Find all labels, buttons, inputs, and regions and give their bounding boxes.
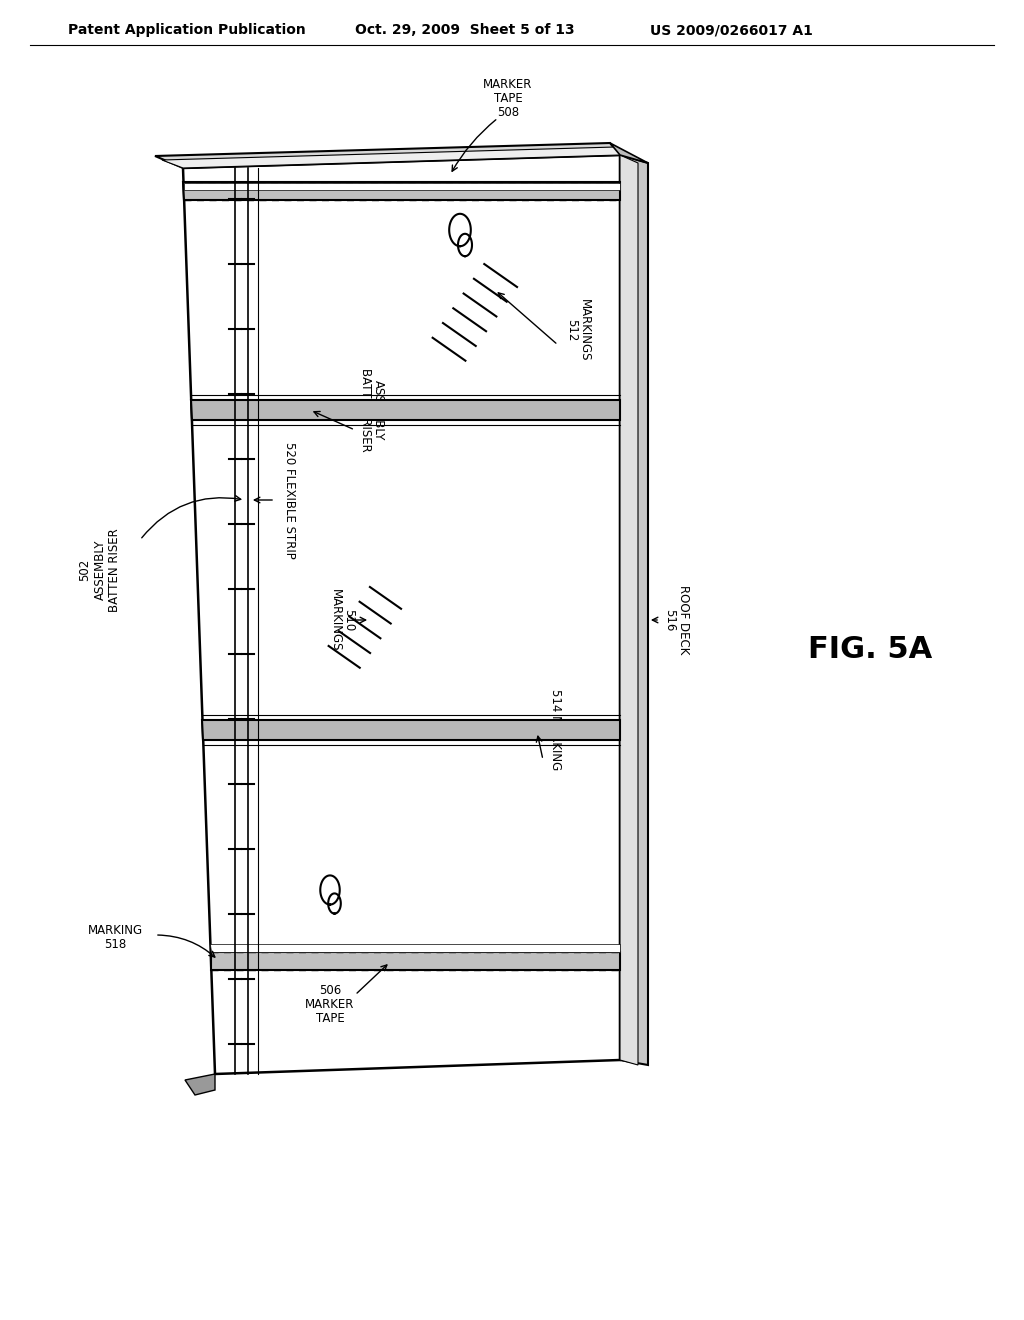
Text: Patent Application Publication: Patent Application Publication [68, 22, 306, 37]
Text: 514 MARKING: 514 MARKING [549, 689, 561, 771]
Text: 516: 516 [664, 609, 677, 631]
Text: 518: 518 [103, 937, 126, 950]
Polygon shape [185, 1074, 215, 1096]
Text: Oct. 29, 2009  Sheet 5 of 13: Oct. 29, 2009 Sheet 5 of 13 [355, 22, 574, 37]
Polygon shape [610, 143, 648, 162]
Text: MARKINGS: MARKINGS [329, 589, 341, 651]
Text: 520 FLEXIBLE STRIP: 520 FLEXIBLE STRIP [284, 442, 297, 558]
Text: 508: 508 [497, 106, 519, 119]
Polygon shape [191, 400, 620, 420]
Text: 502: 502 [79, 558, 91, 581]
Polygon shape [183, 183, 620, 190]
Text: 506: 506 [318, 983, 341, 997]
Text: FIG. 5A: FIG. 5A [808, 635, 932, 664]
Text: 510: 510 [342, 609, 355, 631]
Polygon shape [620, 154, 638, 1065]
Text: MARKER: MARKER [483, 78, 532, 91]
Text: ROOF DECK: ROOF DECK [677, 585, 689, 655]
Polygon shape [210, 944, 620, 952]
Text: TAPE: TAPE [494, 92, 522, 106]
Text: TAPE: TAPE [315, 1011, 344, 1024]
Text: 504: 504 [345, 399, 358, 421]
Text: US 2009/0266017 A1: US 2009/0266017 A1 [650, 22, 813, 37]
Text: 512: 512 [565, 319, 578, 341]
Text: MARKER: MARKER [305, 998, 354, 1011]
Text: BATTEN RISER: BATTEN RISER [358, 368, 372, 451]
Polygon shape [211, 952, 620, 970]
Text: MARKING: MARKING [87, 924, 142, 936]
Text: BATTEN RISER: BATTEN RISER [109, 528, 122, 612]
Polygon shape [183, 182, 620, 201]
Polygon shape [155, 143, 620, 168]
Text: MARKINGS: MARKINGS [578, 298, 591, 362]
Polygon shape [162, 147, 620, 168]
Polygon shape [620, 154, 648, 1065]
Text: ASSEMBLY: ASSEMBLY [93, 540, 106, 601]
Text: ASSEMBLY: ASSEMBLY [372, 380, 384, 441]
Polygon shape [203, 719, 620, 741]
Polygon shape [183, 154, 620, 1074]
